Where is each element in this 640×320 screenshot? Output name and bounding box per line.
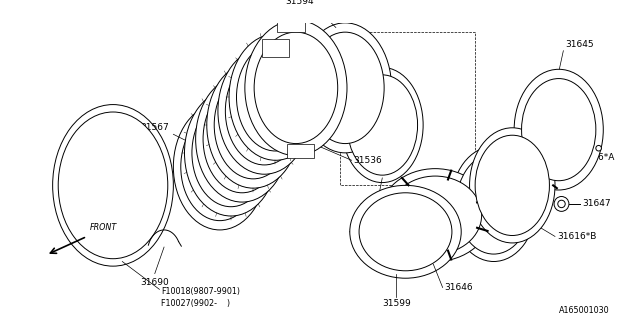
Ellipse shape <box>359 193 452 271</box>
Text: 31690: 31690 <box>140 278 169 287</box>
Ellipse shape <box>306 32 384 144</box>
Ellipse shape <box>380 169 491 261</box>
Text: F10018: F10018 <box>359 203 393 212</box>
Ellipse shape <box>225 57 303 165</box>
Text: 31616*A: 31616*A <box>575 153 615 162</box>
Ellipse shape <box>475 135 549 236</box>
Ellipse shape <box>173 104 266 230</box>
Ellipse shape <box>218 48 311 174</box>
Ellipse shape <box>350 185 461 278</box>
Text: F10027(9902-    ): F10027(9902- ) <box>161 299 230 308</box>
Ellipse shape <box>388 176 482 254</box>
Text: 31645: 31645 <box>565 40 594 49</box>
Ellipse shape <box>207 62 300 188</box>
Ellipse shape <box>192 99 270 207</box>
Text: 31599: 31599 <box>382 299 411 308</box>
Text: 31616*B: 31616*B <box>557 232 596 241</box>
Ellipse shape <box>254 32 338 144</box>
Ellipse shape <box>596 145 602 151</box>
Ellipse shape <box>456 154 531 254</box>
Ellipse shape <box>522 79 596 181</box>
Ellipse shape <box>52 105 173 266</box>
Ellipse shape <box>347 75 417 175</box>
Ellipse shape <box>203 85 281 193</box>
Ellipse shape <box>558 200 565 208</box>
Bar <box>277 17 305 32</box>
Ellipse shape <box>237 43 314 151</box>
Text: F10018(9807-9901): F10018(9807-9901) <box>161 287 240 296</box>
Text: 31594: 31594 <box>285 0 314 6</box>
Text: 31536: 31536 <box>353 156 382 165</box>
Bar <box>287 144 314 158</box>
Text: 31646: 31646 <box>445 283 473 292</box>
Ellipse shape <box>214 71 292 179</box>
Ellipse shape <box>245 20 347 156</box>
Ellipse shape <box>451 146 536 261</box>
Ellipse shape <box>470 128 555 243</box>
Ellipse shape <box>180 113 259 221</box>
Bar <box>262 39 289 57</box>
Ellipse shape <box>184 90 277 216</box>
Text: FRONT: FRONT <box>90 223 117 232</box>
Text: 31567: 31567 <box>140 124 169 132</box>
Ellipse shape <box>58 112 168 259</box>
Ellipse shape <box>341 68 423 183</box>
Ellipse shape <box>514 69 604 190</box>
Text: 31532: 31532 <box>280 32 308 41</box>
Ellipse shape <box>196 76 289 202</box>
Ellipse shape <box>554 196 569 211</box>
Ellipse shape <box>299 23 392 153</box>
Ellipse shape <box>229 34 322 160</box>
Text: A165001030: A165001030 <box>559 306 610 315</box>
Text: 31647: 31647 <box>582 199 611 208</box>
